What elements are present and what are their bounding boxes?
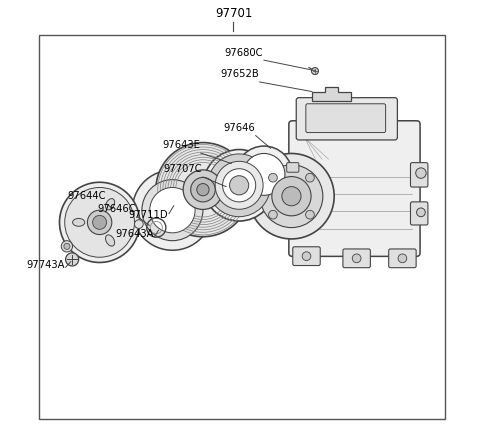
Circle shape: [249, 153, 334, 239]
Text: 97680C: 97680C: [225, 48, 263, 58]
FancyBboxPatch shape: [410, 163, 428, 187]
Circle shape: [197, 184, 209, 196]
Circle shape: [236, 146, 292, 203]
Polygon shape: [312, 87, 351, 101]
Text: 97644C: 97644C: [67, 191, 106, 201]
FancyBboxPatch shape: [389, 249, 416, 268]
Circle shape: [260, 165, 323, 228]
FancyBboxPatch shape: [289, 121, 420, 256]
Circle shape: [272, 177, 311, 216]
Circle shape: [142, 180, 203, 241]
Circle shape: [156, 143, 250, 237]
Circle shape: [243, 153, 285, 195]
Circle shape: [208, 154, 271, 217]
Circle shape: [65, 187, 134, 257]
Circle shape: [282, 187, 301, 206]
Bar: [39, 35, 445, 419]
Circle shape: [204, 150, 275, 221]
Circle shape: [64, 243, 70, 249]
Text: 97643A: 97643A: [115, 229, 154, 239]
Circle shape: [312, 68, 319, 75]
Circle shape: [93, 215, 107, 229]
Circle shape: [215, 161, 263, 209]
Circle shape: [302, 252, 311, 260]
Circle shape: [269, 174, 277, 182]
Circle shape: [60, 182, 140, 262]
FancyBboxPatch shape: [410, 202, 428, 225]
Circle shape: [416, 168, 426, 178]
Text: 97646: 97646: [223, 123, 255, 133]
FancyBboxPatch shape: [343, 249, 371, 268]
Circle shape: [66, 253, 79, 266]
Circle shape: [222, 178, 252, 208]
Circle shape: [61, 241, 72, 252]
FancyBboxPatch shape: [293, 247, 320, 266]
Circle shape: [229, 176, 249, 195]
Ellipse shape: [72, 218, 85, 226]
Circle shape: [306, 210, 314, 219]
Ellipse shape: [106, 235, 115, 246]
Text: 97743A: 97743A: [26, 260, 65, 270]
Circle shape: [150, 187, 195, 233]
Circle shape: [306, 174, 314, 182]
Text: 97701: 97701: [215, 7, 252, 20]
Text: 97707C: 97707C: [164, 164, 202, 174]
FancyBboxPatch shape: [296, 98, 397, 140]
Circle shape: [87, 210, 112, 235]
Text: 97646C: 97646C: [97, 204, 136, 214]
Circle shape: [269, 210, 277, 219]
Text: 97652B: 97652B: [220, 69, 259, 79]
Circle shape: [134, 220, 143, 228]
Circle shape: [223, 169, 256, 202]
Circle shape: [398, 254, 407, 262]
Circle shape: [132, 170, 213, 250]
Circle shape: [191, 177, 215, 202]
Circle shape: [352, 254, 361, 262]
Ellipse shape: [106, 198, 115, 210]
FancyBboxPatch shape: [287, 163, 299, 172]
Text: 97711D: 97711D: [129, 210, 168, 220]
FancyBboxPatch shape: [306, 104, 385, 133]
Text: 97643E: 97643E: [162, 140, 200, 150]
Circle shape: [417, 208, 425, 217]
Circle shape: [183, 170, 223, 209]
Circle shape: [216, 172, 257, 214]
